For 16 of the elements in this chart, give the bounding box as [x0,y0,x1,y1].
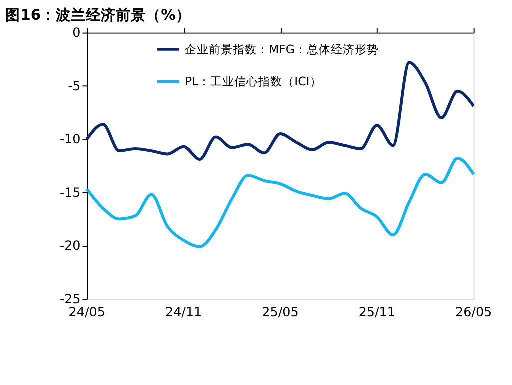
y-tick-label: -10 [60,132,81,147]
x-tick-label: 25/11 [358,304,396,320]
x-tick-label: 24/05 [68,304,106,320]
legend-label: PL：工业信心指数（ICI） [185,74,322,89]
y-tick-label: 0 [72,25,81,40]
y-tick-label: -20 [60,238,81,254]
y-tick-label: -15 [60,184,81,200]
line-series [86,61,476,162]
x-tick-label: 25/05 [262,304,299,320]
y-tick-label: -5 [68,78,81,94]
line-series [86,157,476,248]
y-tick-label: -25 [60,292,81,307]
x-tick-label: 24/11 [165,304,202,320]
chart-title: 图16：波兰经济前景（%） [6,6,191,24]
x-tick-label: 26/05 [455,304,492,320]
legend-label: 企业前景指数：MFG：总体经济形势 [185,42,379,56]
